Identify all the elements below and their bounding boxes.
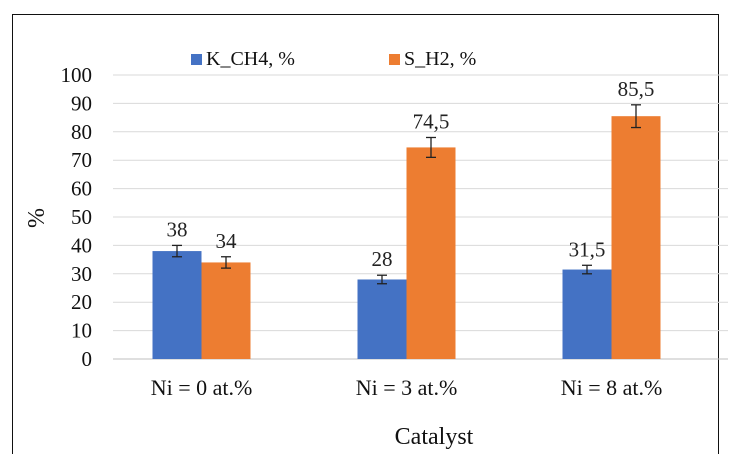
bar bbox=[406, 147, 456, 359]
y-tick-label: 50 bbox=[71, 205, 92, 229]
y-tick-labels: 0 10 20 30 40 50 60 70 80 90 100 bbox=[61, 63, 93, 371]
data-labels: 38 34 28 74,5 31,5 85,5 bbox=[167, 77, 655, 271]
legend-swatch bbox=[389, 54, 400, 65]
y-tick-label: 10 bbox=[71, 319, 92, 343]
y-tick-label: 30 bbox=[71, 262, 92, 286]
x-tick-label: Ni = 0 at.% bbox=[151, 375, 253, 400]
data-label: 74,5 bbox=[413, 109, 450, 133]
bar bbox=[611, 116, 661, 360]
bar bbox=[357, 279, 407, 359]
chart-frame bbox=[12, 14, 719, 454]
y-tick-label: 70 bbox=[71, 148, 92, 172]
data-label: 34 bbox=[216, 229, 238, 253]
legend-label: K_CH4, % bbox=[206, 48, 295, 70]
x-axis-label: Catalyst bbox=[395, 424, 474, 450]
legend-label: S_H2, % bbox=[404, 48, 476, 70]
bar bbox=[562, 269, 612, 359]
legend: K_CH4, % S_H2, % bbox=[191, 48, 476, 70]
x-tick-labels: Ni = 0 at.% Ni = 3 at.% Ni = 8 at.% bbox=[151, 375, 663, 400]
y-tick-label: 0 bbox=[82, 347, 93, 371]
bar bbox=[201, 262, 251, 359]
error-bars bbox=[172, 104, 641, 285]
data-label: 28 bbox=[372, 247, 393, 271]
legend-swatch bbox=[191, 54, 202, 65]
y-tick-label: 100 bbox=[61, 63, 93, 87]
bar bbox=[152, 251, 202, 359]
x-tick-label: Ni = 8 at.% bbox=[561, 375, 663, 400]
data-label: 85,5 bbox=[618, 77, 655, 101]
x-tick-label: Ni = 3 at.% bbox=[356, 375, 458, 400]
y-tick-label: 40 bbox=[71, 233, 92, 257]
bars bbox=[152, 116, 661, 360]
y-tick-label: 60 bbox=[71, 177, 92, 201]
data-label: 38 bbox=[167, 217, 188, 241]
y-axis-label: % bbox=[24, 208, 50, 228]
y-tick-label: 90 bbox=[71, 91, 92, 115]
data-label: 31,5 bbox=[569, 237, 606, 261]
y-tick-label: 20 bbox=[71, 290, 92, 314]
y-tick-label: 80 bbox=[71, 120, 92, 144]
